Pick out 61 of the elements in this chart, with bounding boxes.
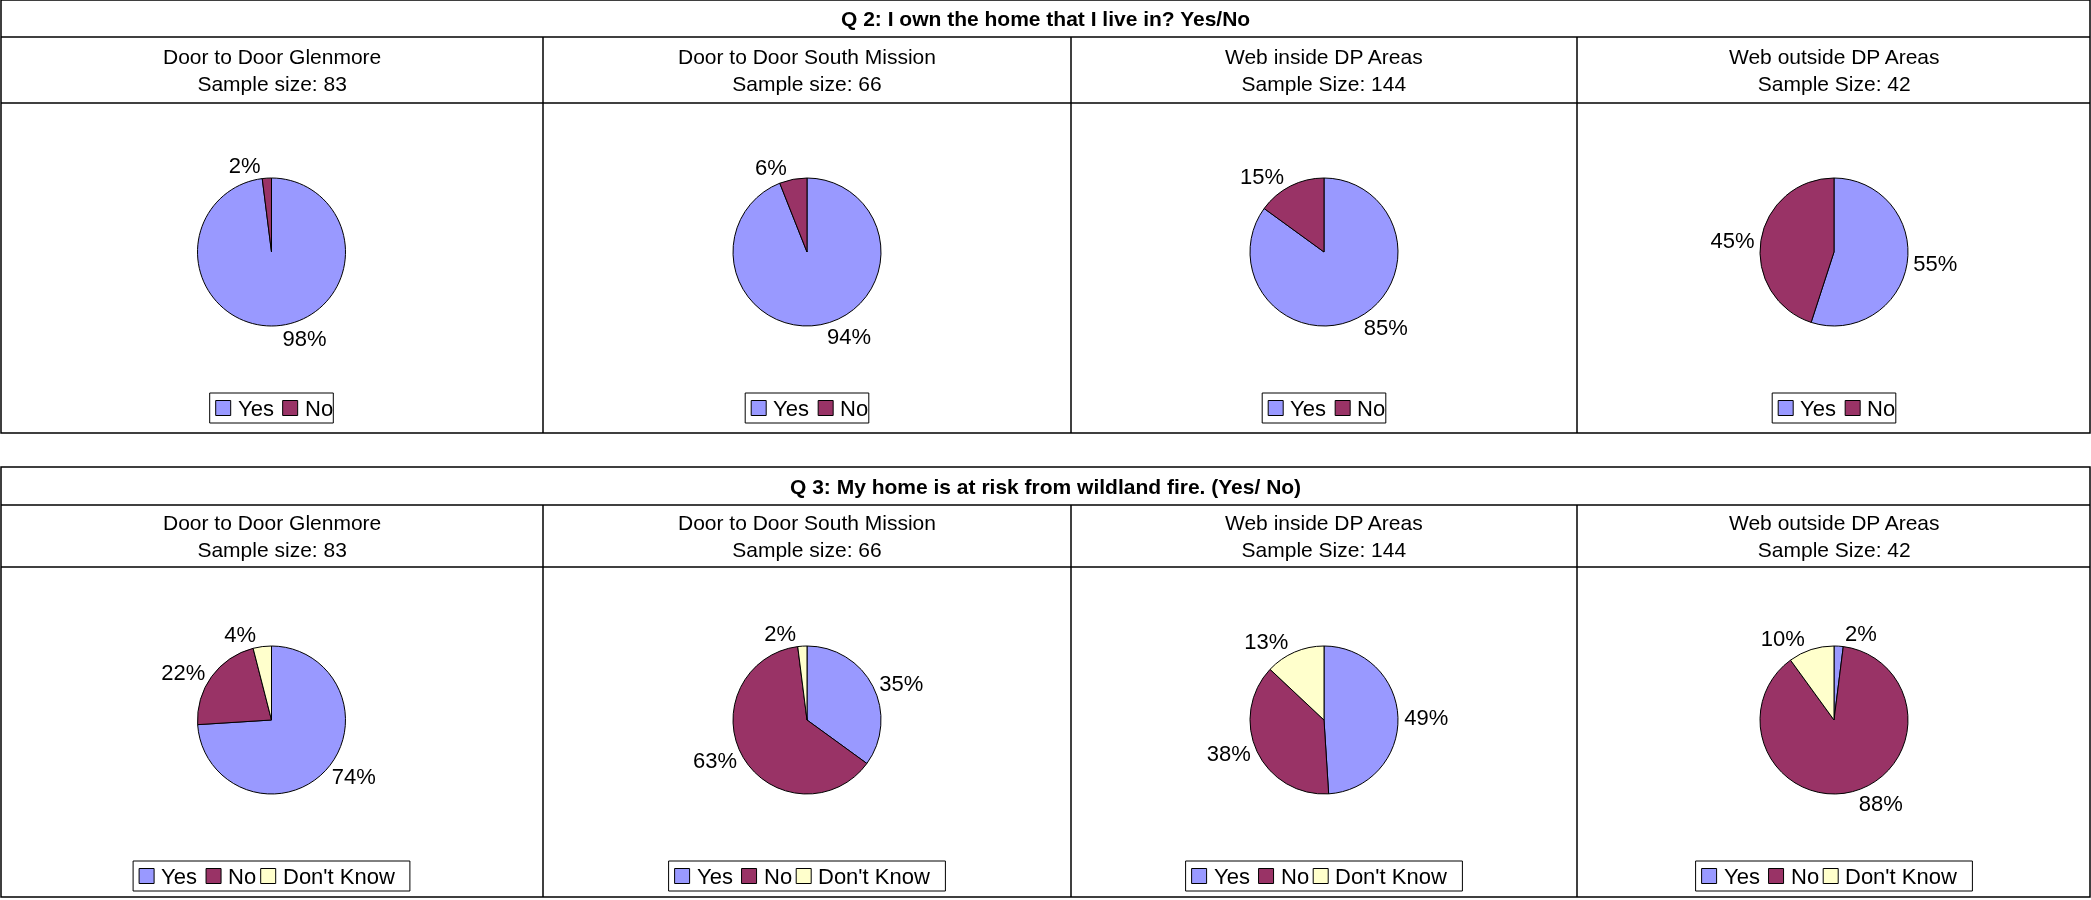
data-label: 4%	[224, 621, 256, 647]
chart-title: Web outside DP Areas	[1729, 45, 1940, 68]
data-label: 15%	[1240, 163, 1285, 189]
data-label: 2%	[228, 153, 261, 179]
legend-label: Don't Know	[818, 864, 930, 889]
chart-title: Web outside DP Areas	[1729, 511, 1940, 534]
legend-label: Don't Know	[283, 864, 395, 889]
legend-label: Don't Know	[1845, 864, 1957, 889]
legend-label: Yes	[773, 396, 809, 421]
legend-label: Yes	[1214, 864, 1250, 889]
legend-label: Don't Know	[1335, 864, 1447, 889]
legend-label: No	[840, 396, 869, 421]
text: Q 2: I own the home that I live in? Yes/No	[841, 7, 1251, 30]
chart-subtitle: Sample Size: 144	[1241, 538, 1407, 562]
data-label: 98%	[282, 325, 327, 351]
data-label: 2%	[764, 621, 797, 647]
legend-label: No	[1867, 396, 1896, 421]
legend-label: No	[305, 396, 334, 421]
data-label: 85%	[1363, 315, 1408, 341]
chart-subtitle: Sample size: 66	[732, 538, 882, 562]
legend-label: No	[1791, 864, 1820, 889]
data-label: 13%	[1244, 629, 1289, 655]
chart-subtitle: Sample Size: 42	[1757, 538, 1911, 562]
data-label: 45%	[1710, 227, 1755, 253]
text: Q 3: My home is at risk from wildland fire. (Yes/ No)	[790, 475, 1302, 498]
data-label: 49%	[1404, 705, 1449, 731]
chart-title: Door to Door Glenmore	[163, 45, 382, 68]
data-label: 2%	[1844, 621, 1877, 647]
legend-label: No	[1357, 396, 1386, 421]
legend-label: Yes	[161, 864, 197, 889]
data-label: 88%	[1858, 790, 1903, 816]
legend-label: No	[228, 864, 257, 889]
data-label: 38%	[1206, 741, 1251, 767]
chart-title: Door to Door South Mission	[678, 511, 936, 534]
data-label: 22%	[161, 659, 206, 685]
data-label: 74%	[331, 764, 376, 790]
chart-subtitle: Sample size: 83	[197, 72, 347, 96]
data-label: 10%	[1760, 625, 1805, 651]
chart-subtitle: Sample Size: 144	[1241, 72, 1407, 96]
chart-subtitle: Sample Size: 42	[1757, 72, 1911, 96]
chart-title: Web inside DP Areas	[1225, 45, 1423, 68]
data-label: 55%	[1913, 251, 1958, 277]
pie-slice	[197, 177, 346, 327]
legend-label: Yes	[1800, 396, 1836, 421]
chart-title: Door to Door Glenmore	[163, 511, 382, 534]
pie-slice	[1759, 646, 1909, 795]
data-label: 6%	[755, 154, 787, 180]
legend-label: No	[1281, 864, 1310, 889]
pie-slice	[732, 177, 882, 327]
data-label: 94%	[827, 324, 872, 350]
legend-label: Yes	[697, 864, 733, 889]
chart-subtitle: Sample size: 66	[732, 72, 882, 96]
chart-subtitle: Sample size: 83	[197, 538, 347, 562]
chart-title: Door to Door South Mission	[678, 45, 936, 68]
data-label: 63%	[693, 748, 738, 774]
legend-label: Yes	[238, 396, 274, 421]
chart-title: Web inside DP Areas	[1225, 511, 1423, 534]
legend-label: No	[764, 864, 793, 889]
legend-label: Yes	[1290, 396, 1326, 421]
legend-label: Yes	[1724, 864, 1760, 889]
data-label: 35%	[879, 671, 924, 697]
